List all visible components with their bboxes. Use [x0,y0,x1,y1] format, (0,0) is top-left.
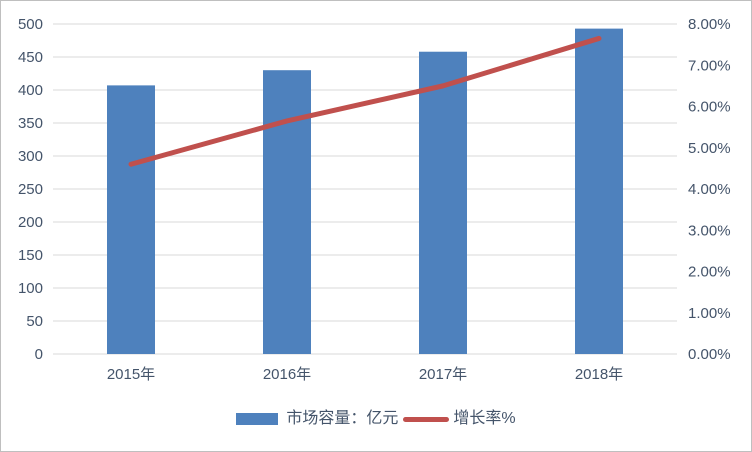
left-axis-tick: 0 [35,346,43,363]
x-axis-label-2016: 2016年 [263,366,311,383]
x-axis-label-2015: 2015年 [107,366,155,383]
bar-series-label: 市场容量：亿元 [286,410,399,427]
bar-2018年 [575,28,623,355]
left-axis-tick: 200 [18,214,43,231]
right-axis-tick: 7.00% [688,57,731,74]
left-axis-tick: 50 [26,313,43,330]
legend-item-market-capacity: 市场容量：亿元 [236,409,398,429]
left-axis-tick: 400 [18,82,43,99]
left-axis-tick: 500 [18,16,43,33]
right-axis-tick: 3.00% [688,222,731,239]
bar-2016年 [263,70,311,354]
x-axis-label-2018: 2018年 [575,366,623,383]
left-axis-tick: 300 [18,148,43,165]
right-axis-tick: 1.00% [688,305,731,322]
legend-item-growth-rate: 增长率% [403,409,516,429]
line-series-swatch [403,416,450,422]
left-axis-tick: 450 [18,49,43,66]
left-axis-tick: 150 [18,247,43,264]
legend: 市场容量：亿元 增长率% [1,409,751,429]
right-axis-tick: 0.00% [688,346,731,363]
bar-2017年 [419,51,467,354]
right-axis-tick: 6.00% [688,99,731,116]
x-axis-label-2017: 2017年 [419,366,467,383]
bar-series-swatch [236,413,279,425]
bar-2015年 [107,85,155,354]
left-axis-tick: 100 [18,280,43,297]
growth-rate-line [128,35,602,167]
left-axis-tick: 350 [18,115,43,132]
right-axis-tick: 5.00% [688,140,731,157]
line-series-label: 增长率% [453,410,516,427]
right-axis-tick: 2.00% [688,264,731,281]
left-axis-tick: 250 [18,181,43,198]
right-axis-tick: 8.00% [688,16,731,33]
right-axis-tick: 4.00% [688,181,731,198]
